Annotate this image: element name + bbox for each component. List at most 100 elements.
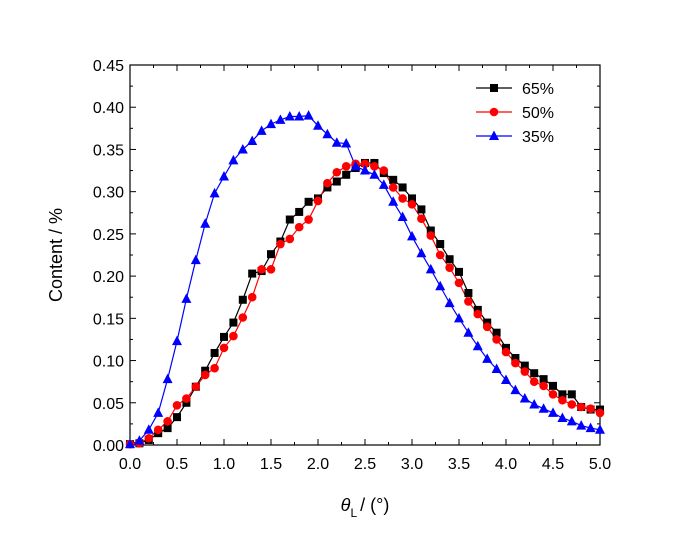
data-point-35pct <box>200 218 211 228</box>
data-point-65pct <box>285 215 294 224</box>
data-point-50pct <box>454 278 464 288</box>
data-point-50pct <box>313 196 323 206</box>
data-point-50pct <box>323 178 332 188</box>
data-point-50pct <box>435 250 445 260</box>
data-point-50pct <box>172 401 182 410</box>
y-tick-label: 0.05 <box>93 396 124 413</box>
data-point-65pct <box>342 170 351 179</box>
data-point-65pct <box>492 328 501 337</box>
data-point-50pct <box>388 183 398 192</box>
y-tick-label: 0.00 <box>93 438 124 455</box>
y-tick-label: 0.10 <box>93 354 124 371</box>
data-point-65pct <box>248 269 257 278</box>
data-point-65pct <box>332 177 341 186</box>
data-point-35pct <box>143 424 154 434</box>
data-point-35pct <box>266 118 276 129</box>
data-point-35pct <box>435 280 446 291</box>
x-tick-label: 2.5 <box>354 456 376 473</box>
data-point-65pct <box>530 369 539 378</box>
data-point-50pct <box>379 166 389 175</box>
data-point-50pct <box>294 222 304 232</box>
data-point-50pct <box>492 335 501 344</box>
data-point-65pct <box>267 250 275 259</box>
data-point-65pct <box>539 375 548 384</box>
data-point-35pct <box>350 160 361 171</box>
data-point-35pct <box>501 374 511 384</box>
data-point-50pct <box>501 347 511 357</box>
data-point-50pct <box>548 390 558 399</box>
data-point-65pct <box>295 207 304 216</box>
data-point-50pct <box>276 239 285 249</box>
data-point-50pct <box>341 162 351 171</box>
data-point-35pct <box>247 135 258 145</box>
data-point-65pct <box>511 354 520 363</box>
data-point-65pct <box>549 381 557 390</box>
data-point-35pct <box>585 422 596 433</box>
data-point-35pct <box>538 403 549 413</box>
data-point-35pct <box>491 363 502 373</box>
data-point-50pct <box>370 162 379 171</box>
data-point-65pct <box>398 183 407 192</box>
x-tick-label: 0.0 <box>119 456 141 473</box>
data-point-35pct <box>219 170 229 181</box>
x-tick-label: 5.0 <box>589 456 611 473</box>
x-tick-label: 4.0 <box>495 456 517 473</box>
data-point-50pct <box>191 382 201 392</box>
data-point-50pct <box>567 400 577 409</box>
data-point-35pct <box>172 335 182 346</box>
data-point-50pct <box>520 367 530 376</box>
data-point-35pct <box>463 327 474 337</box>
x-tick-label: 2.0 <box>307 456 329 473</box>
data-point-35pct <box>134 435 145 445</box>
data-point-50pct <box>529 377 539 386</box>
data-point-65pct <box>210 348 219 357</box>
data-point-35pct <box>209 187 220 198</box>
data-point-65pct <box>408 194 416 203</box>
legend-label: 35% <box>522 129 554 146</box>
data-point-50pct <box>398 194 407 203</box>
data-point-50pct <box>153 425 163 435</box>
data-point-50pct <box>595 408 605 418</box>
data-point-35pct <box>275 114 286 124</box>
data-point-50pct <box>558 395 567 405</box>
data-point-50pct <box>332 167 342 177</box>
data-point-35pct <box>303 110 314 120</box>
y-tick-label: 0.15 <box>93 311 124 328</box>
data-point-65pct <box>304 197 313 206</box>
data-point-50pct <box>586 404 595 413</box>
data-point-35pct <box>322 128 333 139</box>
data-point-65pct <box>163 424 172 433</box>
data-point-50pct <box>426 231 436 240</box>
data-point-65pct <box>389 175 398 184</box>
data-point-50pct <box>182 394 191 403</box>
data-point-50pct <box>511 358 520 368</box>
x-axis-subscript: L <box>350 506 357 520</box>
data-point-35pct <box>472 340 483 351</box>
legend: 65% 50% 35% <box>476 81 554 146</box>
data-point-65pct <box>220 332 228 341</box>
data-point-50pct <box>304 215 313 224</box>
data-point-50pct <box>285 234 295 244</box>
x-axis-symbol: θ <box>341 495 351 515</box>
data-point-50pct <box>445 263 454 272</box>
y-tick-label: 0.20 <box>93 269 124 286</box>
plot-frame <box>129 64 601 446</box>
data-point-35pct <box>388 196 399 206</box>
data-point-65pct <box>520 361 529 370</box>
y-tick-label: 0.35 <box>93 142 124 159</box>
data-point-50pct <box>360 159 370 169</box>
data-point-50pct <box>219 343 229 353</box>
data-point-50pct <box>229 331 238 341</box>
y-axis-title: Content / % <box>46 208 66 302</box>
data-point-50pct <box>576 402 586 412</box>
data-point-35pct <box>237 143 248 154</box>
y-tick-label: 0.40 <box>93 100 124 117</box>
data-point-50pct <box>417 214 426 223</box>
data-point-35pct <box>566 415 577 426</box>
data-point-35pct <box>294 111 305 121</box>
data-point-65pct <box>229 318 238 327</box>
data-point-35pct <box>153 407 164 417</box>
data-point-35pct <box>529 398 540 409</box>
data-point-35pct <box>407 230 417 241</box>
